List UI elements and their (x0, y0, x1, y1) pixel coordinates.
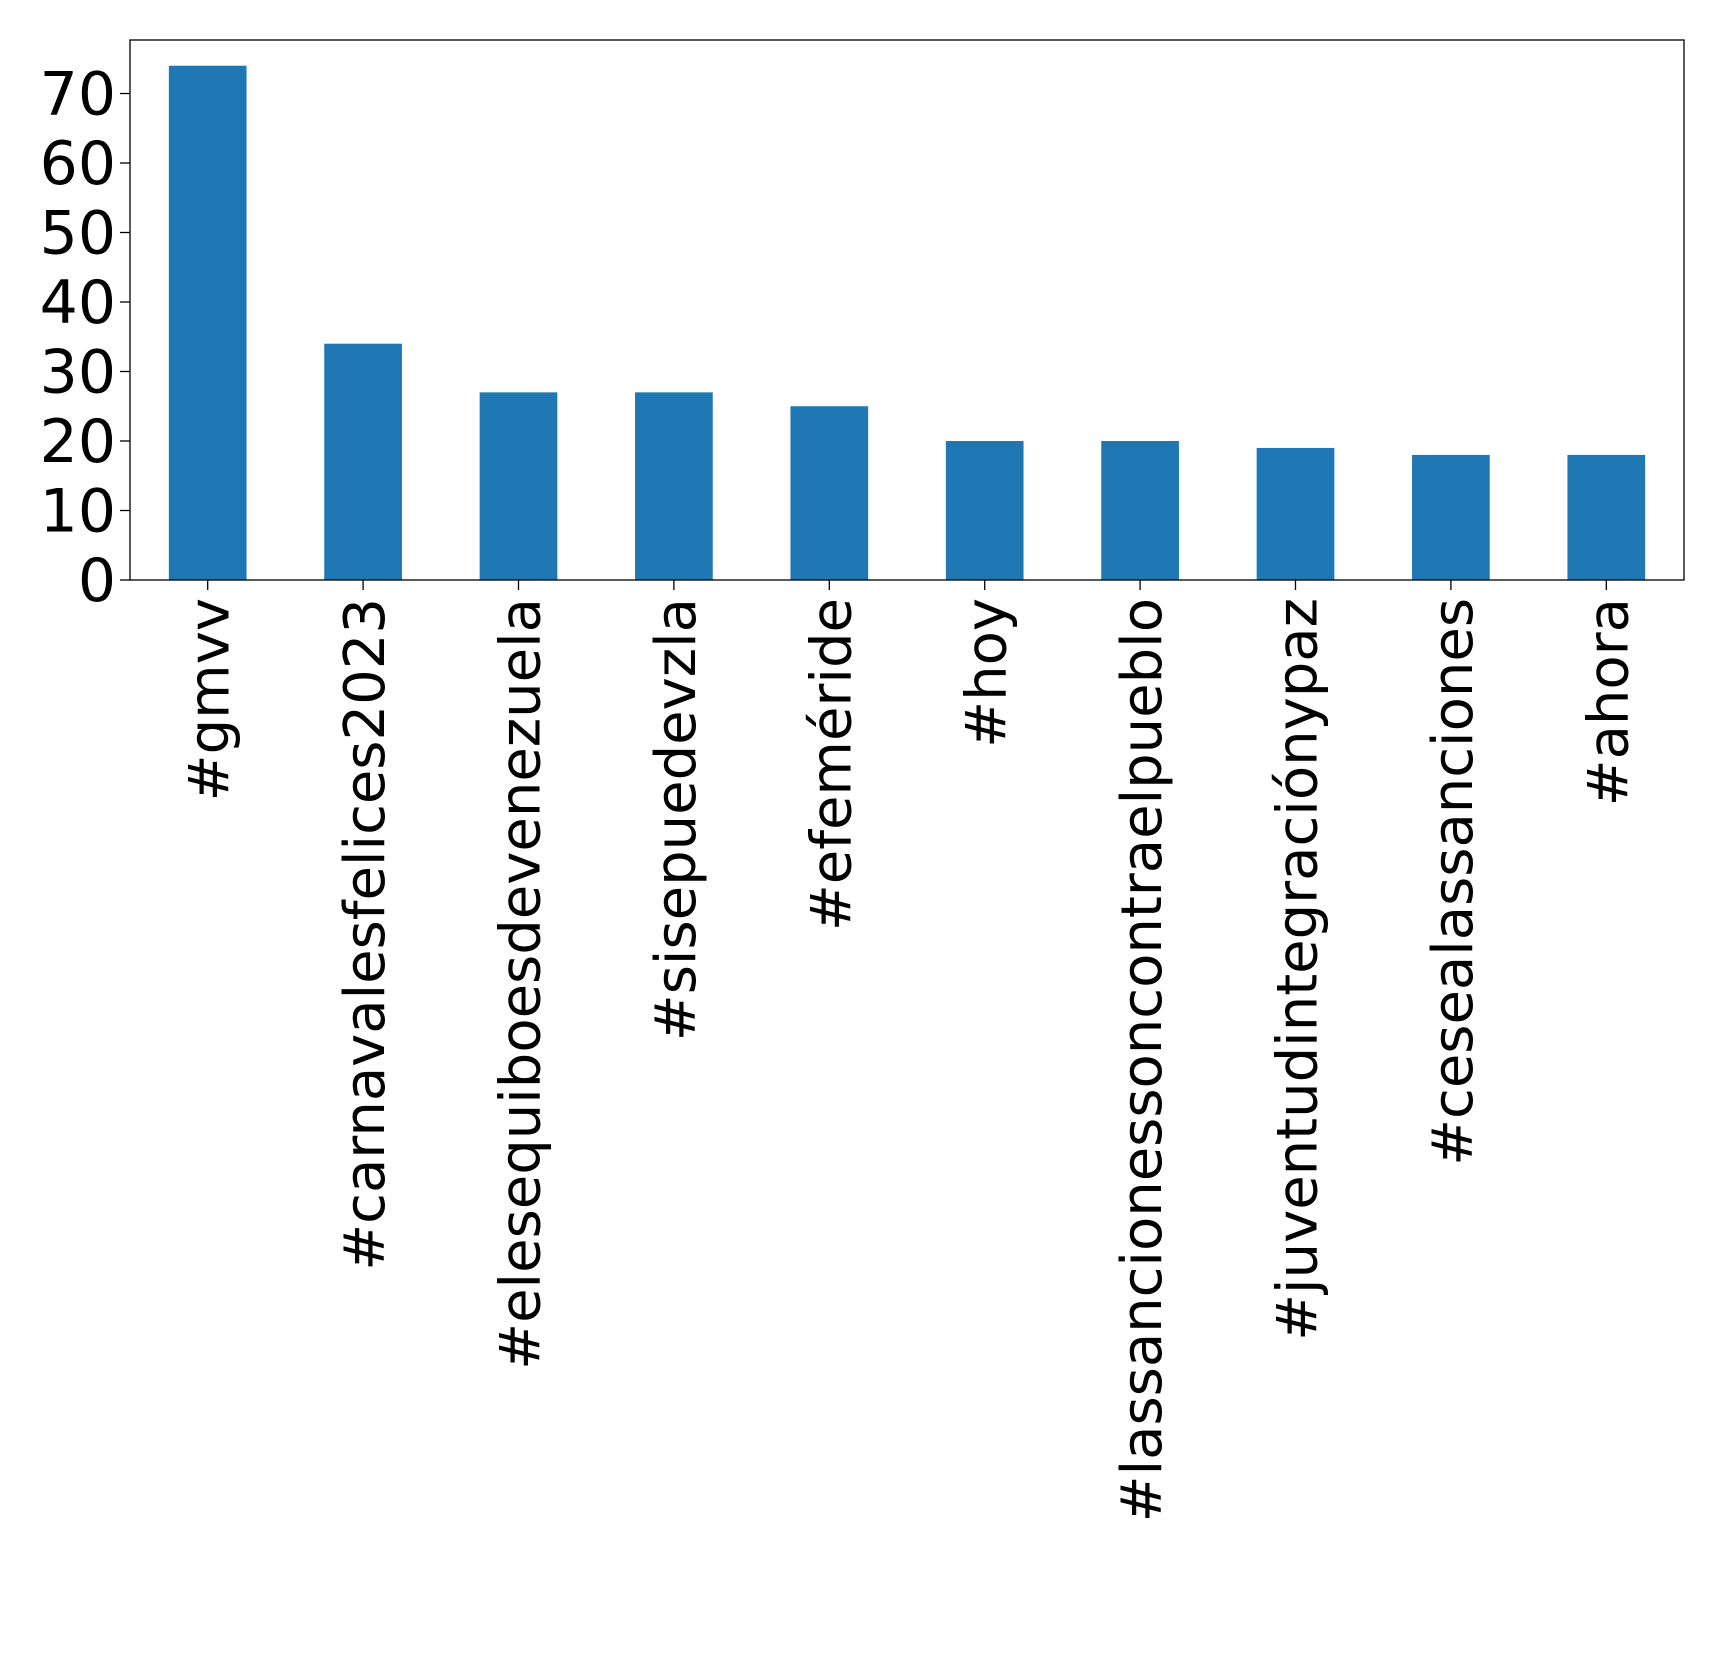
bar-elesequiboesdevenezuela (479, 392, 558, 580)
bar-sisepuedevzla (635, 392, 713, 580)
y-tick-label: 70 (40, 60, 116, 130)
bar-gmvv (168, 65, 247, 580)
bar-lassancionessoncontraelpueblo (1101, 441, 1179, 580)
y-tick-label: 50 (40, 199, 116, 269)
x-tick-label: #gmvv (178, 598, 243, 801)
y-tick-label: 20 (40, 407, 116, 477)
y-tick-label: 30 (40, 338, 116, 408)
bar-cesealassanciones (1412, 454, 1490, 580)
bars-group (168, 65, 1646, 580)
x-axis: #gmvv #carnavalesfelices2023 #elesequiboes… (178, 580, 1641, 1522)
bar-efeméride (790, 406, 869, 580)
bar-juventudintegraciónypaz (1256, 447, 1335, 580)
x-tick-label: #lassancionessoncontraelpueblo (1110, 598, 1175, 1522)
x-tick-label: #cesealassanciones (1421, 598, 1486, 1166)
axes-frame (129, 39, 1685, 581)
x-tick-label: #hoy (955, 598, 1020, 748)
y-tick-label: 60 (40, 129, 116, 199)
x-tick-label: #sisepuedevzla (644, 598, 709, 1041)
x-tick-label: #efeméride (799, 598, 864, 931)
y-tick-label: 40 (40, 268, 116, 338)
x-tick-label: #juventudintegraciónypaz (1266, 598, 1331, 1341)
bar-carnavalesfelices2023 (324, 343, 402, 580)
y-tick-label: 0 (78, 546, 116, 616)
y-tick-label: 10 (40, 477, 116, 547)
x-tick-label: #ahora (1576, 598, 1641, 806)
x-tick-label: #carnavalesfelices2023 (333, 598, 398, 1271)
bar-ahora (1567, 454, 1646, 580)
x-tick-label: #elesequiboesdevenezuela (489, 598, 554, 1370)
bar-hoy (945, 441, 1024, 580)
